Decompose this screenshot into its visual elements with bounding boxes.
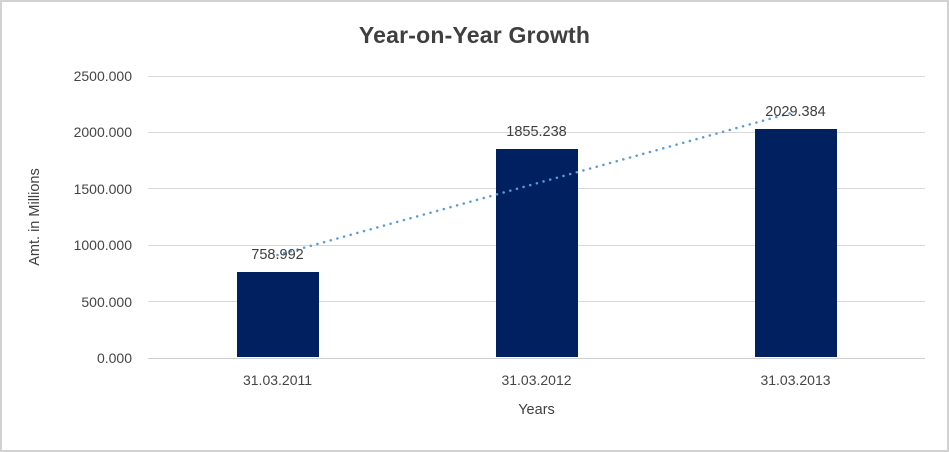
y-tick-label: 2500.000 xyxy=(73,68,132,84)
x-tick-label: 31.03.2013 xyxy=(760,372,831,388)
chart-title: Year-on-Year Growth xyxy=(358,22,591,48)
gridline xyxy=(148,75,925,77)
y-tick-label: 500.000 xyxy=(81,293,132,310)
x-axis-line xyxy=(148,357,925,359)
x-axis-title: Years xyxy=(518,402,555,418)
bar-value-label: 758.992 xyxy=(251,247,304,264)
x-tick-label: 31.03.2011 xyxy=(242,372,313,388)
y-tick-label: 1000.000 xyxy=(73,237,132,254)
bar xyxy=(754,129,837,357)
bar-value-label: 2029.384 xyxy=(765,104,826,121)
bar xyxy=(495,148,578,357)
y-axis-title: Amt. in Millions xyxy=(27,168,43,266)
y-tick-label: 0.000 xyxy=(96,350,132,366)
bar xyxy=(236,272,319,357)
y-tick-label: 1500.000 xyxy=(73,180,132,197)
y-tick-label: 2000.000 xyxy=(73,124,132,141)
x-tick-label: 31.03.2012 xyxy=(501,372,572,388)
bar-value-label: 1855.238 xyxy=(506,123,567,140)
